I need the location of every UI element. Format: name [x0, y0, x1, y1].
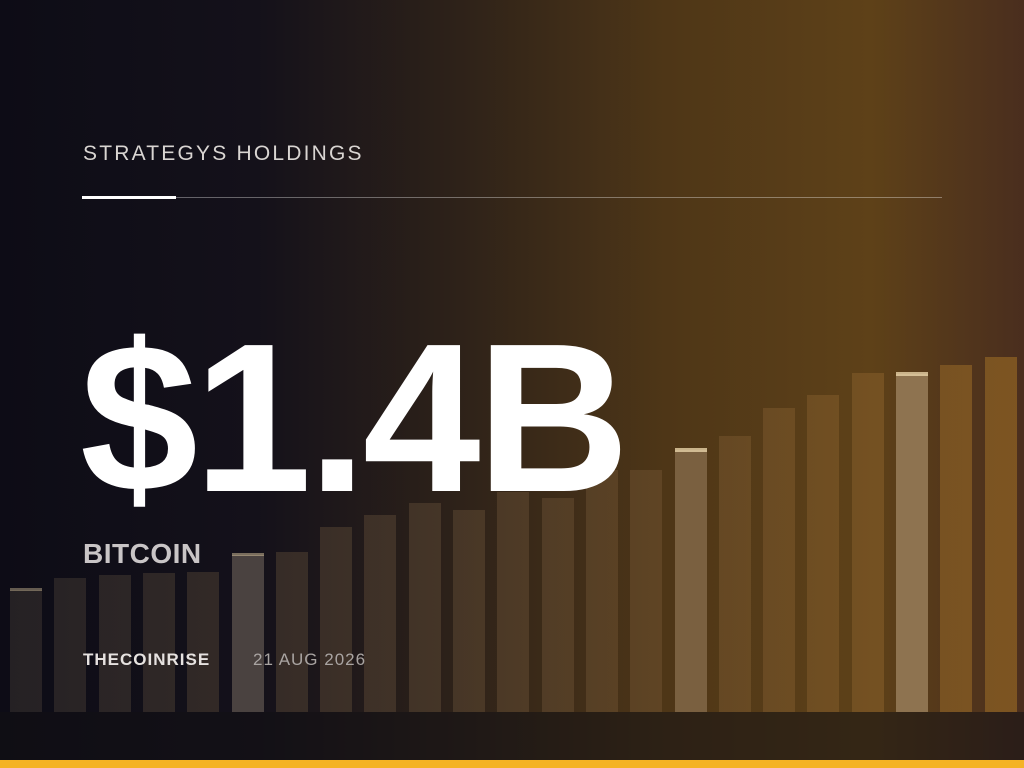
accent-stripe — [0, 760, 1024, 768]
title: STRATEGYS HOLDINGS — [83, 142, 364, 165]
subtitle: BITCOIN — [83, 538, 202, 569]
divider-accent — [82, 196, 176, 199]
date: 21 AUG 2026 — [253, 650, 367, 669]
divider — [82, 197, 942, 198]
source: THECOINRISE — [83, 650, 211, 669]
headline: $1.4B — [80, 299, 630, 536]
